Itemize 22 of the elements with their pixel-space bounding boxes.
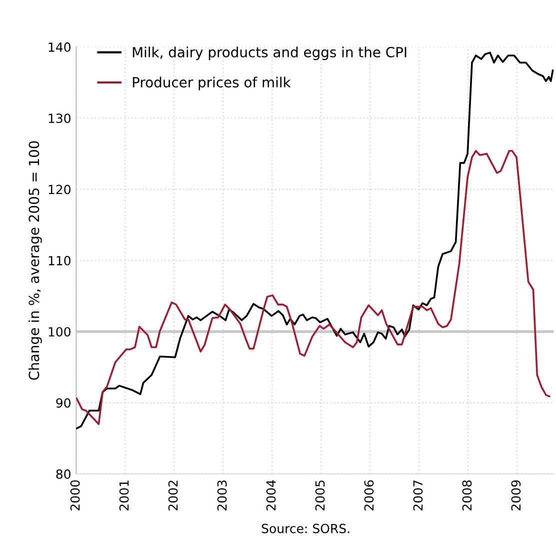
y-axis-title: Change in %, average 2005 = 100 [28,141,42,380]
y-tick-label: 140 [48,42,70,52]
x-tick-label: 2001 [119,480,129,510]
x-tick-label: 2007 [413,480,423,510]
x-tick-label: 2003 [217,480,227,510]
line-series [76,150,550,426]
x-tick-label: 2002 [168,480,178,510]
y-tick-label: 130 [48,114,70,124]
x-tick-label: 2009 [511,480,521,510]
x-tick-label: 2006 [364,480,374,510]
x-tick-label: 2008 [462,480,472,510]
y-tick-label: 120 [48,184,70,194]
source-note: Source: SORS. [262,524,350,534]
y-tick-label: 80 [56,469,70,479]
y-tick-label: 100 [48,327,70,337]
legend-label: Milk, dairy products and eggs in the CPI [132,46,406,60]
x-tick-label: 2005 [315,480,325,510]
x-tick-label: 2004 [266,480,276,510]
x-tick-label: 2000 [70,480,80,510]
y-tick-label: 110 [48,256,70,266]
legend-label: Producer prices of milk [132,76,291,90]
y-tick-label: 90 [56,398,70,408]
